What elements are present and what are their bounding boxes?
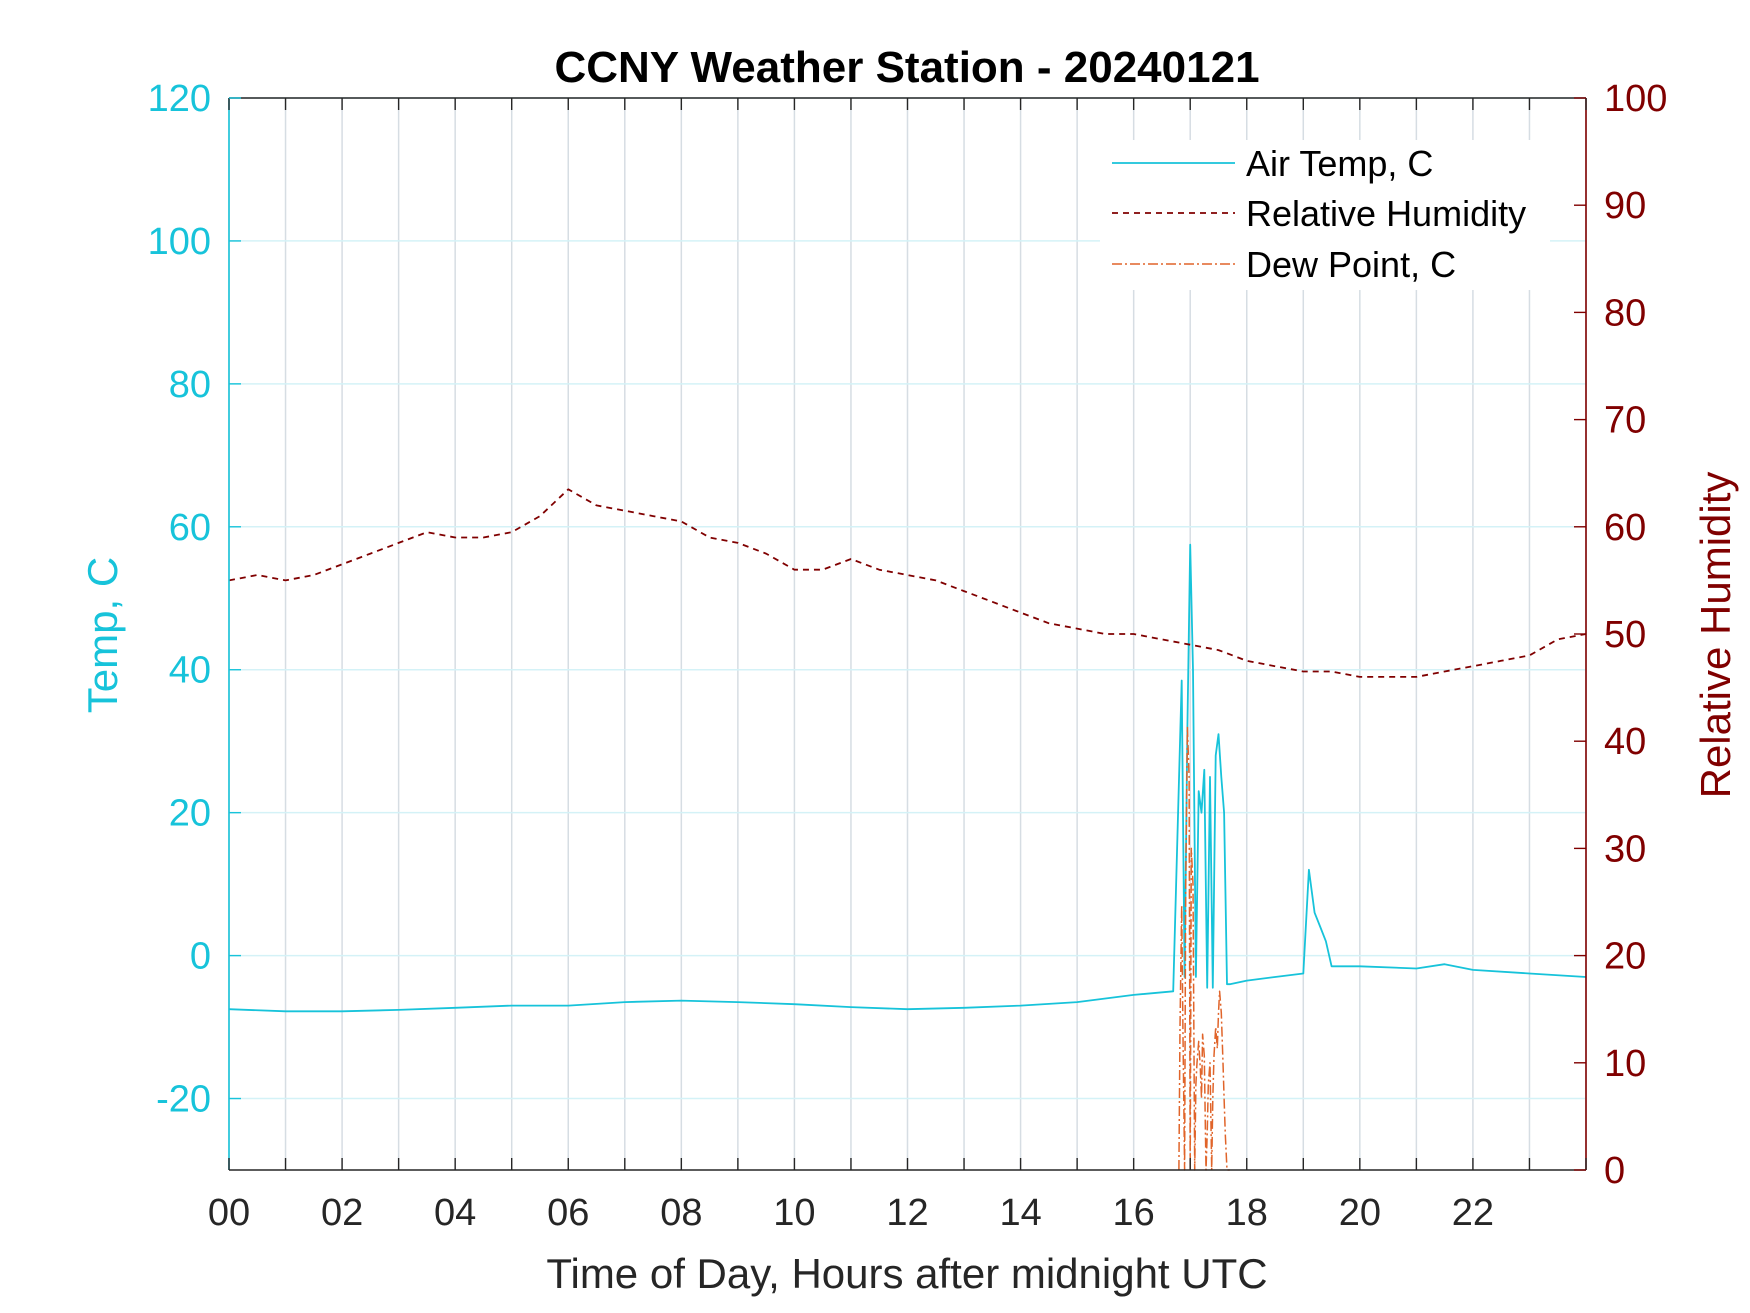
x-tick-label: 18 [1226, 1192, 1268, 1234]
x-tick-label: 22 [1452, 1192, 1494, 1234]
right-y-tick-label: 10 [1604, 1043, 1646, 1085]
right-y-tick-label: 50 [1604, 614, 1646, 656]
x-tick-label: 02 [321, 1192, 363, 1234]
legend-label-air-temp: Air Temp, C [1246, 143, 1433, 184]
relative-humidity-series [228, 488, 1587, 678]
left-y-tick-label: 60 [169, 507, 211, 549]
right-y-tick-label: 0 [1604, 1150, 1625, 1192]
x-tick-label: 06 [547, 1192, 589, 1234]
right-y-tick-label: 100 [1604, 78, 1667, 120]
axes: 00 02 04 06 08 10 12 14 16 18 20 22-200204060801001… [148, 78, 1668, 1234]
left-y-tick-label: 80 [169, 364, 211, 406]
x-tick-label: 00 [208, 1192, 250, 1234]
grid [228, 97, 1587, 1170]
x-axis-label: Time of Day, Hours after midnight UTC [546, 1250, 1267, 1297]
dew-point-series [1178, 726, 1230, 1171]
right-y-tick-label: 90 [1604, 185, 1646, 227]
legend-label-dew-point: Dew Point, C [1246, 244, 1456, 285]
right-y-axis-label: Relative Humidity [1692, 472, 1739, 799]
x-tick-label: 04 [434, 1192, 476, 1234]
left-y-tick-label: -20 [156, 1079, 211, 1121]
x-tick-label: 08 [660, 1192, 702, 1234]
left-y-tick-label: 100 [148, 221, 211, 263]
x-tick-label: 20 [1339, 1192, 1381, 1234]
x-tick-label: 10 [773, 1192, 815, 1234]
x-tick-label: 12 [886, 1192, 928, 1234]
right-y-tick-label: 40 [1604, 721, 1646, 763]
x-tick-label: 16 [1113, 1192, 1155, 1234]
right-y-tick-label: 70 [1604, 400, 1646, 442]
right-y-tick-label: 80 [1604, 292, 1646, 334]
chart-title: CCNY Weather Station - 20240121 [554, 43, 1259, 92]
left-y-axis-label: Temp, C [79, 557, 126, 713]
left-y-tick-label: 0 [190, 936, 211, 978]
left-y-tick-label: 40 [169, 650, 211, 692]
left-y-tick-label: 20 [169, 793, 211, 835]
right-y-tick-label: 30 [1604, 828, 1646, 870]
x-tick-label: 14 [999, 1192, 1041, 1234]
air-temp-series [228, 543, 1587, 1013]
legend-label-relative-humidity: Relative Humidity [1246, 193, 1526, 234]
right-y-tick-label: 20 [1604, 936, 1646, 978]
right-y-tick-label: 60 [1604, 507, 1646, 549]
series-layer [228, 488, 1587, 1171]
left-y-tick-label: 120 [148, 78, 211, 120]
legend-background [1100, 140, 1550, 290]
legend: Air Temp, C Relative Humidity Dew Point,… [1100, 140, 1550, 290]
